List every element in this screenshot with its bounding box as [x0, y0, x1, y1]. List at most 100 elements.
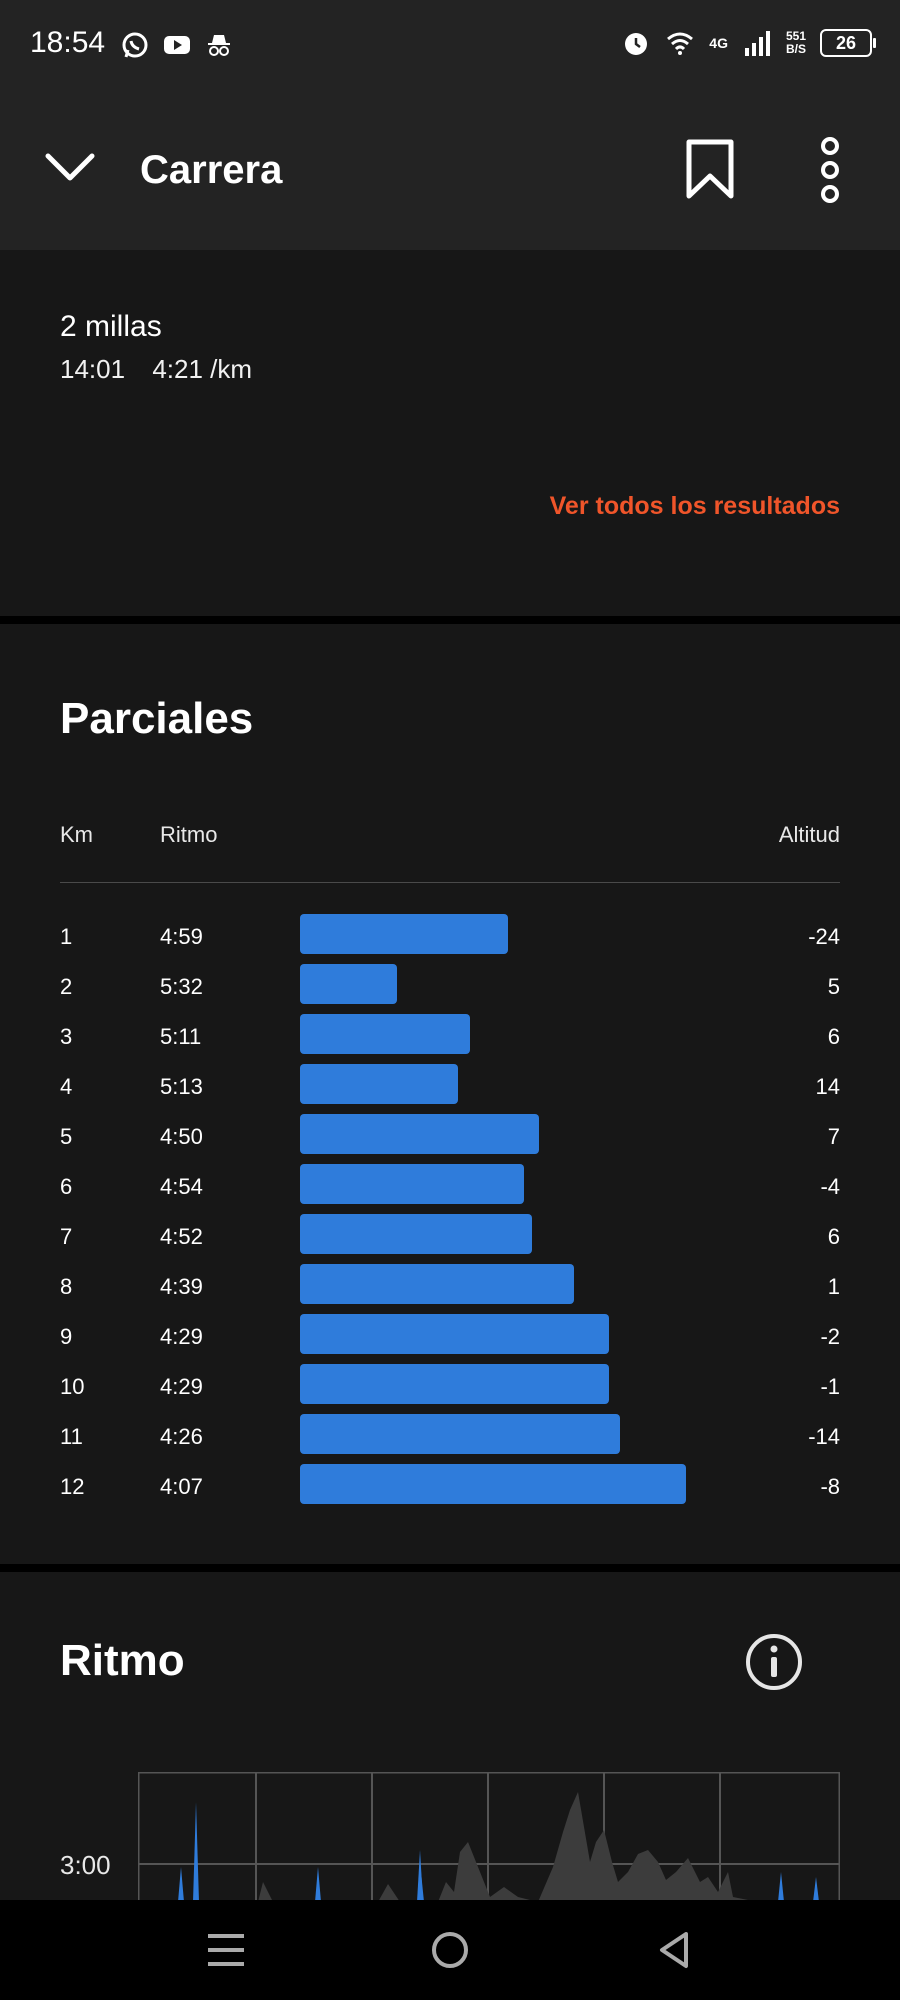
split-km: 7 [60, 1224, 73, 1249]
split-altitude: 7 [827, 1124, 840, 1149]
split-km: 1 [60, 924, 73, 949]
elevation-area [258, 1792, 758, 1902]
split-row: 5 4:50 7 [0, 1114, 900, 1164]
split-row: 2 5:32 5 [0, 964, 900, 1014]
split-pace: 4:29 [160, 1374, 203, 1399]
split-km: 11 [60, 1424, 83, 1449]
youtube-icon [164, 36, 190, 54]
splits-header-divider [60, 882, 840, 883]
col-header-pace: Ritmo [160, 822, 218, 847]
alarm-icon [625, 33, 648, 55]
split-pace: 4:50 [160, 1124, 203, 1149]
status-system-icons: 4G 551 B/S 26 [621, 28, 876, 58]
split-altitude: 5 [827, 974, 840, 999]
status-notification-icons [120, 30, 234, 60]
split-pace: 5:11 [160, 1024, 202, 1049]
split-row: 7 4:52 6 [0, 1214, 900, 1264]
split-pace: 4:59 [160, 924, 203, 949]
split-pace-bar [300, 914, 508, 954]
split-km: 8 [60, 1274, 73, 1299]
split-row: 12 4:07 -8 [0, 1464, 900, 1514]
split-pace-bar [300, 964, 397, 1004]
split-pace: 4:29 [160, 1324, 203, 1349]
split-altitude: 6 [827, 1224, 840, 1249]
split-pace: 4:07 [160, 1474, 203, 1499]
network-speed-value: 551 [785, 29, 806, 43]
split-pace: 4:52 [160, 1224, 203, 1249]
split-km: 12 [60, 1474, 85, 1499]
see-all-results-link[interactable]: Ver todos los resultados [549, 492, 840, 520]
effort-stats: 14:01 4:21 /km [60, 354, 272, 385]
split-pace-bar [300, 1414, 620, 1454]
wifi-icon [667, 32, 694, 55]
split-km: 9 [60, 1324, 73, 1349]
signal-icon [744, 31, 770, 56]
more-options-icon[interactable] [812, 136, 848, 204]
split-pace-bar [300, 1114, 539, 1154]
battery-indicator: 26 [820, 29, 876, 57]
split-km: 3 [60, 1024, 73, 1049]
split-pace-bar [300, 1464, 686, 1504]
split-pace-bar [300, 1264, 574, 1304]
split-row: 9 4:29 -2 [0, 1314, 900, 1364]
col-header-km: Km [60, 822, 93, 847]
split-km: 2 [60, 974, 73, 999]
pace-y-axis-label: 3:00 [60, 1850, 111, 1880]
split-pace-bar [300, 1314, 609, 1354]
pace-heading: Ritmo [60, 1636, 185, 1685]
top-app-bar: Carrera [0, 90, 900, 250]
split-pace-bar [300, 1064, 458, 1104]
info-icon[interactable] [744, 1632, 804, 1692]
split-pace: 4:26 [160, 1424, 203, 1449]
split-row: 11 4:26 -14 [0, 1414, 900, 1464]
split-pace-bar [300, 1014, 470, 1054]
splits-section: Parciales Km Ritmo Altitud 1 4:59 -24 2 5:32… [0, 624, 900, 1564]
splits-heading: Parciales [60, 694, 254, 743]
section-divider [0, 616, 900, 624]
back-triangle-icon[interactable] [652, 1928, 696, 1972]
split-altitude: -2 [820, 1324, 840, 1349]
whatsapp-icon [122, 32, 148, 58]
split-altitude: 1 [827, 1274, 840, 1299]
split-altitude: -1 [820, 1374, 840, 1399]
best-effort-summary: 2 millas 14:01 4:21 /km Ver todos los re… [0, 250, 900, 616]
split-row: 10 4:29 -1 [0, 1364, 900, 1414]
split-altitude: 6 [827, 1024, 840, 1049]
battery-level: 26 [835, 32, 857, 53]
split-pace: 5:32 [160, 974, 203, 999]
bookmark-icon[interactable] [684, 138, 736, 200]
effort-pace: 4:21 /km [152, 354, 253, 384]
section-divider [0, 1564, 900, 1572]
split-km: 4 [60, 1074, 73, 1099]
split-pace-bar [300, 1214, 532, 1254]
chevron-down-icon[interactable] [40, 142, 100, 192]
split-altitude: -8 [820, 1474, 840, 1499]
split-row: 8 4:39 1 [0, 1264, 900, 1314]
chart-gridlines [138, 1772, 840, 1902]
split-pace: 4:54 [160, 1174, 203, 1199]
split-km: 6 [60, 1174, 73, 1199]
status-time: 18:54 [30, 26, 106, 59]
split-altitude: -24 [808, 924, 840, 949]
split-pace: 5:13 [160, 1074, 203, 1099]
split-pace-bar [300, 1364, 609, 1404]
network-speed-unit: B/S [785, 42, 806, 56]
split-row: 4 5:13 14 [0, 1064, 900, 1114]
menu-icon[interactable] [204, 1928, 248, 1972]
network-speed: 551 B/S [786, 30, 806, 56]
page-title: Carrera [140, 148, 283, 192]
col-header-altitude: Altitud [778, 822, 840, 847]
split-altitude: -4 [820, 1174, 840, 1199]
split-km: 10 [60, 1374, 85, 1399]
split-km: 5 [60, 1124, 73, 1149]
home-icon[interactable] [428, 1928, 472, 1972]
split-altitude: -14 [808, 1424, 840, 1449]
split-row: 6 4:54 -4 [0, 1164, 900, 1214]
effort-distance: 2 millas [60, 310, 162, 343]
network-type: 4G [709, 35, 728, 51]
split-pace: 4:39 [160, 1274, 203, 1299]
split-row: 1 4:59 -24 [0, 914, 900, 964]
pace-chart [138, 1772, 840, 1902]
split-altitude: 14 [815, 1074, 840, 1099]
split-pace-bar [300, 1164, 524, 1204]
